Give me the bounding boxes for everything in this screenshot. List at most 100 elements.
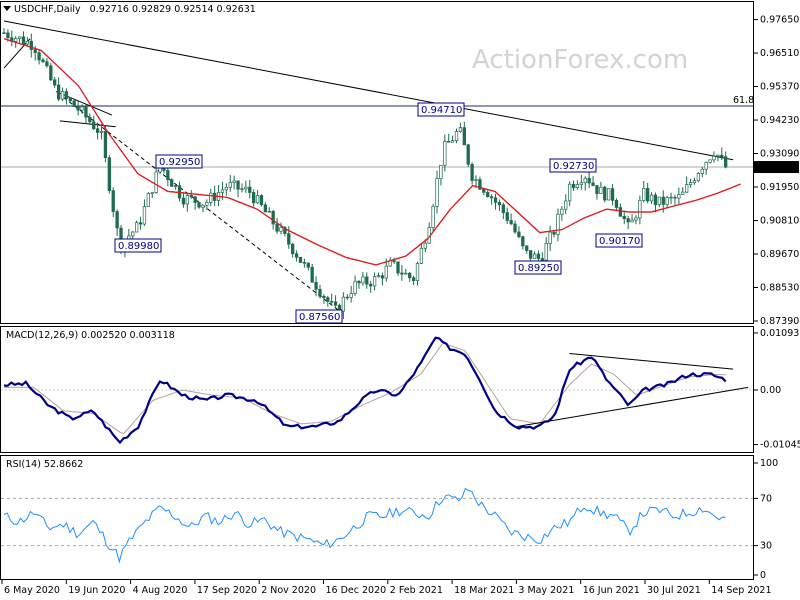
price-label-box (417, 102, 465, 117)
moving-average-line-top (3, 38, 741, 266)
candle-body (103, 130, 108, 159)
candle-body (583, 177, 587, 184)
candle-body (37, 52, 41, 61)
candle-body (287, 233, 291, 245)
candle-body (14, 38, 18, 42)
candle-body (131, 231, 135, 237)
candle-body (419, 247, 424, 264)
candle-body (724, 156, 728, 168)
x-tick-label: 19 Jun 2020 (68, 585, 125, 596)
candle-body (571, 183, 576, 189)
candle-body (396, 261, 400, 274)
candle-body (720, 154, 724, 158)
collapse-triangle-icon[interactable] (3, 6, 11, 11)
candle-body (392, 260, 396, 263)
price-tick-label: 0.90810 (760, 216, 799, 227)
candle-body (696, 172, 701, 182)
price-label-box (155, 154, 203, 169)
candle-body (532, 253, 537, 259)
price-label-box (114, 238, 162, 253)
candle-body (462, 127, 466, 146)
candle-body (439, 164, 443, 179)
candle-body (134, 222, 139, 233)
candle-body (146, 193, 150, 207)
x-tick-label: 2 Feb 2021 (390, 585, 443, 596)
candle-body (408, 272, 412, 279)
x-tick-label: 16 Dec 2020 (326, 585, 387, 596)
candle-body (618, 207, 623, 217)
x-axis: 6 May 2020 19 Jun 2020 4 Aug 2020 17 Sep 20… (1, 580, 772, 596)
candle-body (95, 128, 100, 133)
candle-body (560, 208, 564, 215)
candle-body (181, 197, 186, 205)
candle-body (591, 182, 595, 186)
current-price-tag-text: 0.92631 (757, 163, 796, 174)
candle-body (665, 197, 669, 205)
candle-body (232, 180, 236, 183)
candle-body (536, 253, 541, 259)
candle-body (314, 281, 318, 290)
candle-body (107, 157, 111, 191)
candle-body (341, 296, 346, 312)
candle-body (53, 79, 57, 86)
candle-body (372, 276, 377, 287)
candle-body (17, 36, 22, 39)
candle-body (700, 168, 704, 174)
candle-body (470, 163, 474, 181)
price-label-text: 0.92950 (159, 157, 200, 168)
candle-body (326, 297, 330, 302)
candle-body (224, 186, 229, 191)
candle-body (595, 185, 599, 194)
candle-body (29, 40, 33, 50)
candle-body (482, 188, 486, 193)
candle-body (489, 196, 494, 199)
macd-tick-label: -0.010459 (760, 440, 800, 451)
candle-body (252, 192, 256, 204)
candle-body (236, 180, 240, 190)
candle-body (712, 155, 716, 161)
candle-body (369, 283, 373, 287)
candle-body (528, 250, 533, 259)
macd-trend-bottom (517, 386, 749, 428)
candle-body (193, 196, 197, 203)
candle-body (45, 61, 49, 67)
candle-body (213, 192, 217, 201)
candle-body (692, 180, 697, 184)
candle-body (76, 106, 80, 111)
price-tick-label: 0.95370 (760, 82, 799, 93)
price-label-box (295, 309, 343, 324)
candle-body (431, 205, 435, 228)
x-tick-label: 18 Mar 2021 (454, 585, 514, 596)
candle-body (271, 211, 275, 225)
candle-body (80, 106, 84, 111)
candle-body (404, 272, 408, 275)
candle-body (6, 32, 10, 39)
candle-body (380, 275, 385, 279)
candle-body (99, 130, 104, 133)
rsi-ticks: 100 70 30 0 (1, 458, 778, 581)
candle-body (365, 276, 369, 285)
candle-body (220, 189, 225, 193)
candle-body (201, 204, 205, 208)
price-label-text: 0.94710 (421, 105, 462, 116)
candle-body (478, 179, 482, 190)
candle-body (497, 202, 502, 206)
candle-body (84, 106, 88, 118)
macd-lines (3, 336, 749, 445)
candle-body (556, 213, 560, 235)
rsi-tick-label: 100 (760, 458, 778, 469)
x-tick-label: 3 May 2021 (518, 585, 574, 596)
price-label-box (549, 158, 597, 173)
candle-body (279, 227, 283, 232)
candle-body (345, 296, 349, 299)
channel-lower-line (59, 120, 116, 128)
candle-body (579, 182, 583, 186)
candle-body (564, 200, 568, 210)
candle-body (240, 188, 244, 190)
x-tick-label: 6 May 2020 (4, 585, 60, 596)
candle-body (150, 192, 154, 194)
candle-body (638, 200, 642, 219)
candle-body (607, 188, 611, 201)
macd-tick-label: 0.010935 (760, 328, 800, 339)
